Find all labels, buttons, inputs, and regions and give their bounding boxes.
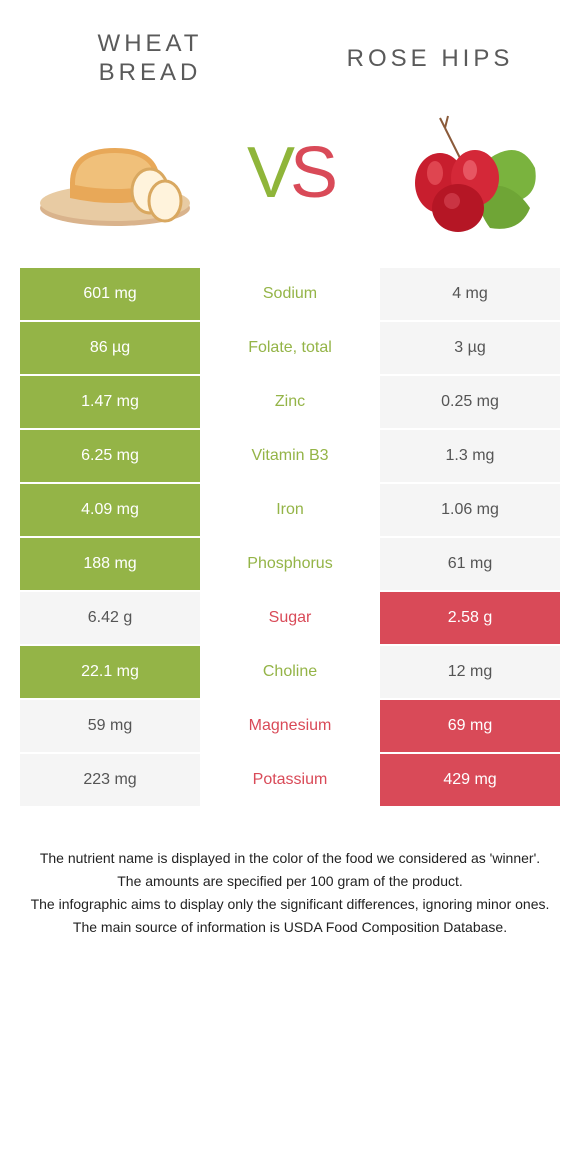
table-row: 223 mgPotassium429 mg — [20, 754, 560, 806]
right-value-cell: 2.58 g — [380, 592, 560, 644]
right-value-cell: 3 µg — [380, 322, 560, 374]
vs-s: S — [290, 132, 333, 214]
left-value-cell: 1.47 mg — [20, 376, 200, 428]
footnote-line: The amounts are specified per 100 gram o… — [30, 871, 550, 892]
nutrient-label: Phosphorus — [200, 538, 380, 590]
left-value-cell: 22.1 mg — [20, 646, 200, 698]
left-title-line1: Wheat — [98, 30, 203, 57]
left-value-cell: 4.09 mg — [20, 484, 200, 536]
left-title-line2: Bread — [99, 59, 202, 86]
comparison-table: 601 mgSodium4 mg86 µgFolate, total3 µg1.… — [0, 268, 580, 806]
right-value-cell: 12 mg — [380, 646, 560, 698]
vs-label: VS — [247, 132, 333, 214]
right-value-cell: 69 mg — [380, 700, 560, 752]
nutrient-label: Sodium — [200, 268, 380, 320]
table-row: 601 mgSodium4 mg — [20, 268, 560, 320]
vs-v: V — [247, 132, 290, 214]
table-row: 6.42 gSugar2.58 g — [20, 592, 560, 644]
right-food-title: Rose hips — [330, 30, 530, 74]
right-value-cell: 429 mg — [380, 754, 560, 806]
nutrient-label: Folate, total — [200, 322, 380, 374]
right-value-cell: 61 mg — [380, 538, 560, 590]
footnotes: The nutrient name is displayed in the co… — [0, 808, 580, 960]
table-row: 1.47 mgZinc0.25 mg — [20, 376, 560, 428]
images-row: VS — [0, 98, 580, 268]
footnote-line: The nutrient name is displayed in the co… — [30, 848, 550, 869]
nutrient-label: Potassium — [200, 754, 380, 806]
right-title: Rose hips — [347, 45, 514, 72]
left-value-cell: 6.25 mg — [20, 430, 200, 482]
right-value-cell: 0.25 mg — [380, 376, 560, 428]
rose-hips-icon — [390, 108, 540, 238]
bread-icon — [35, 113, 195, 233]
nutrient-label: Magnesium — [200, 700, 380, 752]
left-value-cell: 601 mg — [20, 268, 200, 320]
footnote-line: The infographic aims to display only the… — [30, 894, 550, 915]
right-value-cell: 1.3 mg — [380, 430, 560, 482]
nutrient-label: Vitamin B3 — [200, 430, 380, 482]
footnote-line: The main source of information is USDA F… — [30, 917, 550, 938]
left-value-cell: 86 µg — [20, 322, 200, 374]
table-row: 188 mgPhosphorus61 mg — [20, 538, 560, 590]
left-value-cell: 59 mg — [20, 700, 200, 752]
nutrient-label: Iron — [200, 484, 380, 536]
table-row: 4.09 mgIron1.06 mg — [20, 484, 560, 536]
nutrient-label: Sugar — [200, 592, 380, 644]
table-row: 59 mgMagnesium69 mg — [20, 700, 560, 752]
nutrient-label: Zinc — [200, 376, 380, 428]
left-value-cell: 188 mg — [20, 538, 200, 590]
table-row: 86 µgFolate, total3 µg — [20, 322, 560, 374]
right-value-cell: 4 mg — [380, 268, 560, 320]
left-value-cell: 6.42 g — [20, 592, 200, 644]
left-value-cell: 223 mg — [20, 754, 200, 806]
left-food-title: Wheat Bread — [50, 30, 250, 88]
nutrient-label: Choline — [200, 646, 380, 698]
table-row: 6.25 mgVitamin B31.3 mg — [20, 430, 560, 482]
table-row: 22.1 mgCholine12 mg — [20, 646, 560, 698]
wheat-bread-image — [30, 108, 200, 238]
header: Wheat Bread Rose hips — [0, 0, 580, 98]
right-value-cell: 1.06 mg — [380, 484, 560, 536]
rose-hips-image — [380, 108, 550, 238]
